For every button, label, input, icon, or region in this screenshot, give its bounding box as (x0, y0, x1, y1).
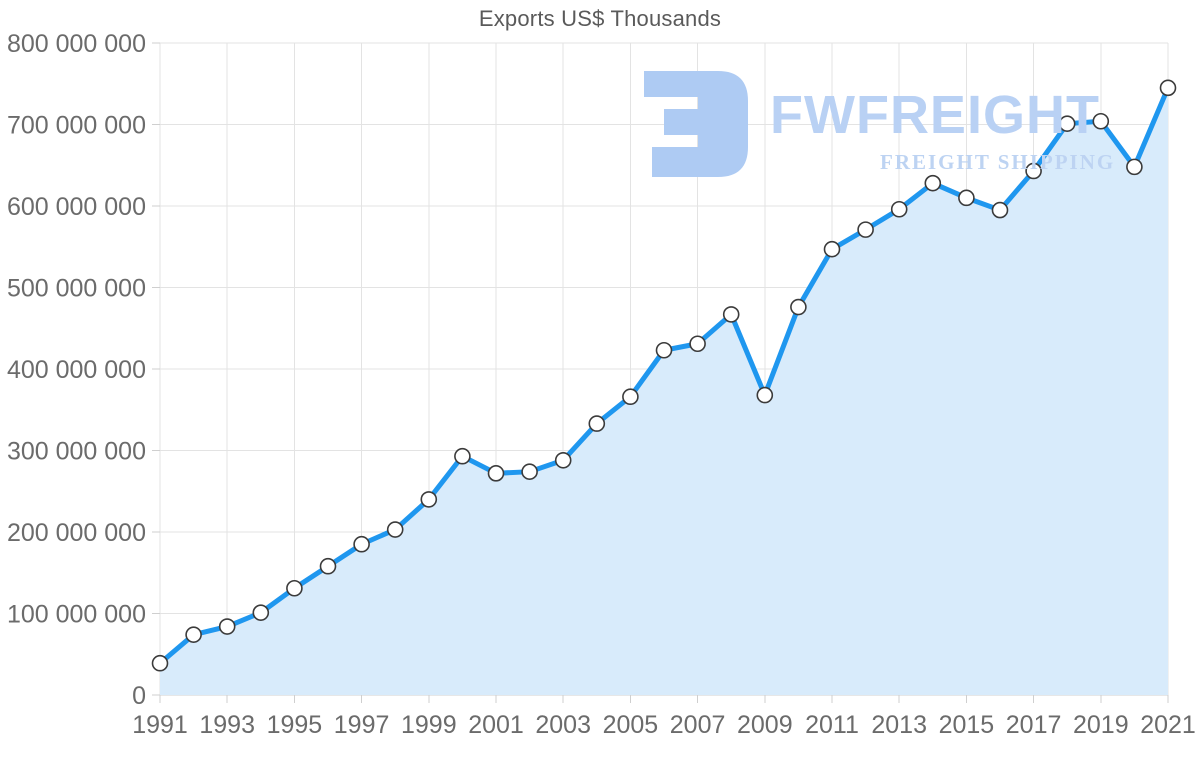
data-point-marker (1092, 112, 1110, 130)
data-point-marker (319, 557, 337, 575)
data-point-marker (655, 341, 673, 359)
x-axis-labels: 1991 1993 1995 1997 1999 2001 2003 2005 2007 2009… (132, 711, 1196, 739)
y-axis-tick-label: 700 000 000 (7, 112, 146, 140)
data-point-marker (454, 447, 471, 465)
data-point-marker (790, 298, 807, 316)
x-axis-tick-label: 2013 (871, 711, 927, 739)
data-point-marker (588, 415, 606, 432)
data-point-marker (286, 579, 303, 597)
y-axis-tick-label: 200 000 000 (7, 519, 146, 547)
data-point-marker (722, 306, 740, 323)
y-axis-ticks (152, 42, 160, 696)
x-axis-tick-label: 2003 (535, 711, 591, 739)
data-point-marker (622, 388, 639, 406)
y-axis-tick-label: 800 000 000 (7, 30, 146, 58)
x-axis-tick-label: 1991 (132, 711, 188, 739)
data-point-marker (185, 626, 202, 643)
data-point-marker (756, 386, 774, 404)
y-axis-tick-label: 100 000 000 (7, 601, 146, 629)
data-point-marker (1058, 115, 1076, 132)
data-point-marker (353, 535, 370, 553)
series-markers (151, 79, 1177, 672)
data-point-marker (890, 200, 908, 218)
data-point-marker (420, 491, 438, 508)
data-point-marker (554, 451, 572, 469)
data-point-marker (1126, 158, 1143, 176)
x-axis-tick-label: 1993 (199, 711, 255, 739)
x-axis-tick-label: 1997 (334, 711, 390, 739)
y-axis-tick-label: 400 000 000 (7, 356, 146, 384)
data-point-marker (857, 221, 874, 238)
data-point-marker (521, 463, 538, 480)
x-axis-tick-label: 2019 (1073, 711, 1129, 739)
y-axis-tick-label: 600 000 000 (7, 193, 146, 221)
x-axis-tick-label: 2005 (603, 711, 659, 739)
data-point-marker (386, 521, 404, 538)
data-point-marker (252, 604, 270, 621)
x-axis-tick-label: 2009 (737, 711, 793, 739)
data-point-marker (924, 174, 942, 192)
data-point-marker (218, 618, 236, 635)
y-axis-tick-label: 300 000 000 (7, 438, 146, 466)
data-point-marker (151, 654, 169, 672)
x-axis-tick-label: 2011 (805, 711, 859, 739)
data-point-marker (1159, 79, 1177, 97)
x-axis-tick-label: 2021 (1140, 711, 1196, 739)
y-axis-labels: 0 100 000 000 200 000 000 300 000 000 400 00… (7, 30, 146, 710)
data-point-marker (823, 240, 841, 258)
data-point-marker (991, 201, 1009, 219)
data-point-marker (958, 189, 975, 207)
x-axis-tick-label: 2007 (670, 711, 726, 739)
x-axis-ticks (159, 695, 1169, 703)
data-point-marker (487, 465, 505, 482)
x-axis-tick-label: 2001 (468, 711, 524, 739)
y-axis-tick-label: 0 (132, 682, 146, 710)
x-axis-tick-label: 1995 (267, 711, 323, 739)
x-axis-tick-label: 2017 (1006, 711, 1062, 739)
x-axis-tick-label: 2015 (939, 711, 995, 739)
x-axis-tick-label: 1999 (401, 711, 457, 739)
chart-title: Exports US$ Thousands (478, 6, 722, 31)
data-point-marker (689, 335, 706, 353)
y-axis-tick-label: 500 000 000 (7, 275, 146, 303)
data-point-marker (1025, 162, 1042, 180)
series-area-fill (160, 87, 1168, 695)
